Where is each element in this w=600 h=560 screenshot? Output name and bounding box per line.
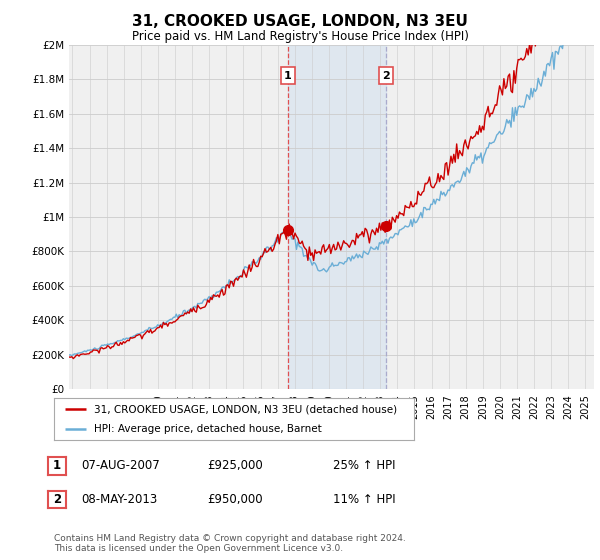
Text: 25% ↑ HPI: 25% ↑ HPI — [333, 459, 395, 473]
Text: 31, CROOKED USAGE, LONDON, N3 3EU (detached house): 31, CROOKED USAGE, LONDON, N3 3EU (detac… — [94, 404, 397, 414]
Bar — [288, 45, 386, 389]
Text: HPI: Average price, detached house, Barnet: HPI: Average price, detached house, Barn… — [94, 424, 322, 434]
Text: 2: 2 — [53, 493, 61, 506]
Text: £950,000: £950,000 — [207, 493, 263, 506]
Text: 1: 1 — [53, 459, 61, 473]
Text: 11% ↑ HPI: 11% ↑ HPI — [333, 493, 395, 506]
Text: 08-MAY-2013: 08-MAY-2013 — [81, 493, 157, 506]
Text: Contains HM Land Registry data © Crown copyright and database right 2024.
This d: Contains HM Land Registry data © Crown c… — [54, 534, 406, 553]
Text: Price paid vs. HM Land Registry's House Price Index (HPI): Price paid vs. HM Land Registry's House … — [131, 30, 469, 43]
Text: 2: 2 — [382, 71, 390, 81]
Text: 07-AUG-2007: 07-AUG-2007 — [81, 459, 160, 473]
Text: 31, CROOKED USAGE, LONDON, N3 3EU: 31, CROOKED USAGE, LONDON, N3 3EU — [132, 14, 468, 29]
Text: £925,000: £925,000 — [207, 459, 263, 473]
Text: 1: 1 — [284, 71, 292, 81]
